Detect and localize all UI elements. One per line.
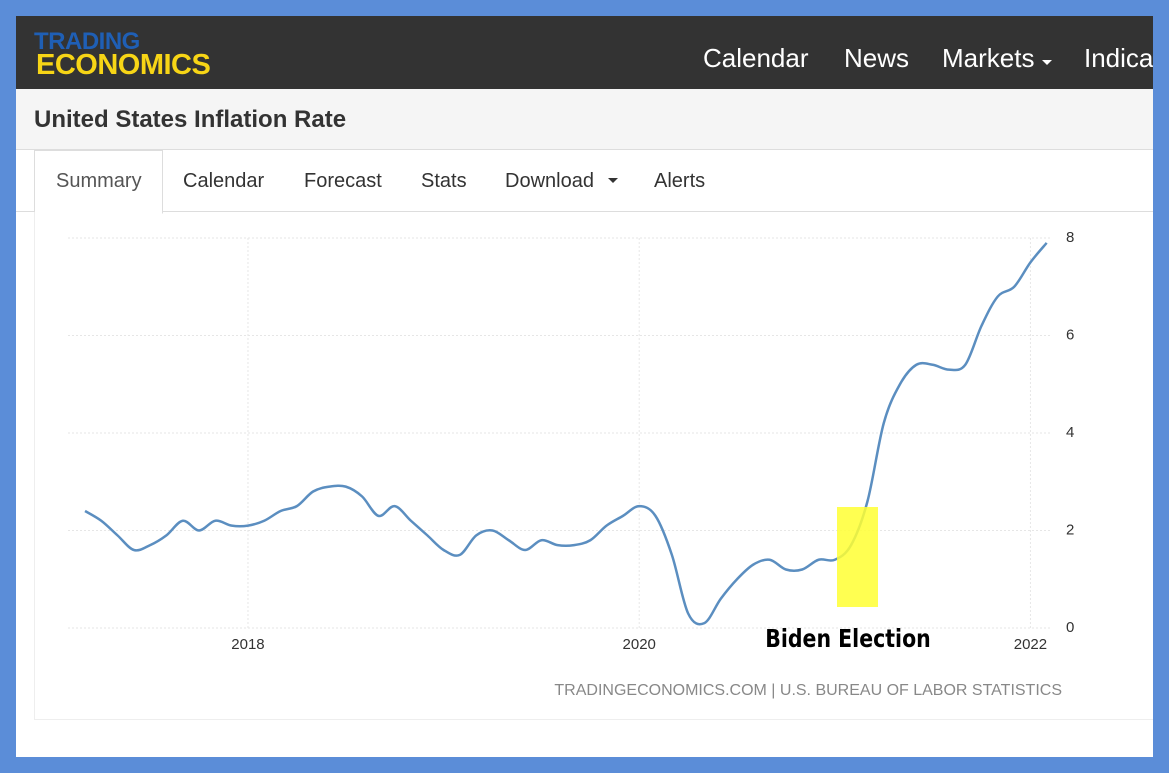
y-tick-label: 8 xyxy=(1066,229,1074,246)
logo-top[interactable]: TRADING xyxy=(34,28,140,55)
chart-box xyxy=(34,212,1153,720)
nav-item[interactable]: News xyxy=(844,43,910,73)
nav-item[interactable]: Indica xyxy=(1084,43,1153,73)
nav-item[interactable]: Calendar xyxy=(703,43,809,73)
y-tick-label: 0 xyxy=(1066,619,1074,636)
logo-bottom[interactable]: ECONOMICS xyxy=(36,49,211,81)
highlight xyxy=(837,507,878,607)
window: TRADING ECONOMICS Calendar News Markets … xyxy=(16,16,1153,757)
annotation: Biden Election xyxy=(765,625,931,653)
y-tick-label: 6 xyxy=(1066,326,1074,343)
tab[interactable]: Download xyxy=(505,170,594,192)
x-tick-label: 2018 xyxy=(231,636,264,653)
tab[interactable]: Alerts xyxy=(654,170,706,192)
tab[interactable]: Calendar xyxy=(183,170,265,192)
y-tick-label: 2 xyxy=(1066,521,1074,538)
tabs: Summary Calendar Forecast Stats Download… xyxy=(16,150,1153,214)
source: TRADINGECONOMICS.COM | U.S. BUREAU OF LA… xyxy=(554,682,1062,699)
tab[interactable]: Forecast xyxy=(304,170,382,192)
title-bar: United States Inflation Rate xyxy=(16,89,1153,150)
tab[interactable]: Summary xyxy=(56,170,142,192)
active-tab xyxy=(34,150,163,214)
tab[interactable]: Stats xyxy=(421,170,467,192)
line xyxy=(84,242,1048,626)
nav-item[interactable]: Markets xyxy=(942,43,1035,73)
page-title: United States Inflation Rate xyxy=(34,106,347,133)
x-tick-label: 2020 xyxy=(623,636,656,653)
x-tick-label: 2022 xyxy=(1014,636,1047,653)
nav-bar: TRADING ECONOMICS Calendar News Markets … xyxy=(16,16,1153,89)
y-tick-label: 4 xyxy=(1066,424,1074,441)
